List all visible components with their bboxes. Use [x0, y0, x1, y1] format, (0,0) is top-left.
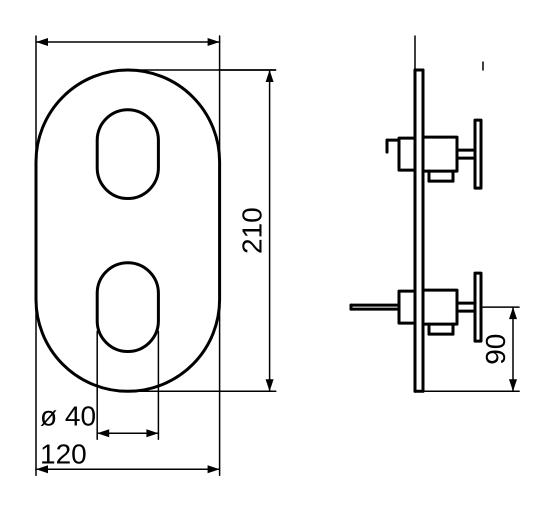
knob-slot: [97, 263, 158, 352]
cartridge-body: [423, 137, 457, 171]
cartridge-body: [423, 290, 457, 324]
technical-drawing: 210 ø 40 120 90: [0, 0, 547, 508]
handle-cap: [399, 138, 415, 170]
knob-slot: [97, 110, 158, 199]
handle-cap: [399, 291, 415, 323]
dim-height: 210: [237, 207, 268, 254]
dim-offset: 90: [480, 334, 511, 365]
front-plate: [36, 70, 220, 391]
dim-knob-dia: ø 40: [40, 400, 96, 431]
dim-width: 120: [40, 438, 87, 469]
